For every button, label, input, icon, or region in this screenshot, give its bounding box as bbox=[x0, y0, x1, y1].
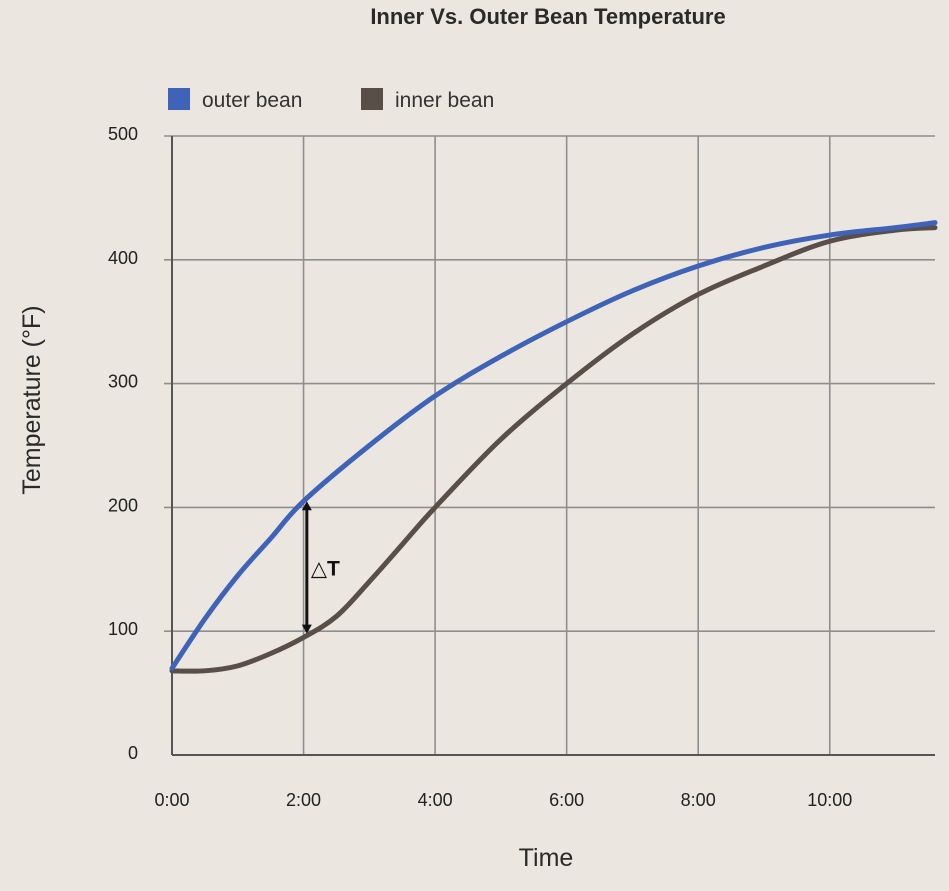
axes: 0 100 200 300 400 500 0:00 2:00 4:00 6:00 8:00 10:0… bbox=[108, 124, 935, 810]
y-tick-label: 0 bbox=[128, 743, 138, 763]
x-tick-label: 8:00 bbox=[681, 790, 716, 810]
outer-bean-legend-label: outer bean bbox=[202, 89, 302, 112]
legend: outer bean inner bean bbox=[168, 88, 494, 112]
outer-bean-line bbox=[169, 220, 938, 671]
delta-t-label: △T bbox=[311, 557, 340, 580]
delta-t-arrow-head-bottom bbox=[301, 624, 312, 634]
grid bbox=[164, 135, 935, 755]
y-tick-label: 400 bbox=[108, 248, 138, 268]
x-axis-title: Time bbox=[519, 844, 574, 872]
inner-bean-legend-label: inner bean bbox=[395, 89, 494, 112]
inner-bean-line bbox=[169, 225, 938, 674]
delta-t-arrow-head-top bbox=[301, 501, 312, 511]
outer-bean-legend-swatch bbox=[168, 88, 190, 110]
y-tick-label: 300 bbox=[108, 372, 138, 392]
y-axis-title: Temperature (°F) bbox=[18, 305, 46, 494]
x-tick-label: 2:00 bbox=[286, 790, 321, 810]
x-tick-label: 4:00 bbox=[418, 790, 453, 810]
x-tick-label: 10:00 bbox=[807, 790, 852, 810]
y-tick-label: 500 bbox=[108, 124, 138, 144]
x-tick-label: 6:00 bbox=[549, 790, 584, 810]
x-tick-label: 0:00 bbox=[154, 790, 189, 810]
chart-title: Inner Vs. Outer Bean Temperature bbox=[370, 4, 725, 29]
series-group bbox=[169, 220, 938, 674]
inner-bean-legend-swatch bbox=[361, 88, 383, 110]
y-tick-label: 100 bbox=[108, 619, 138, 639]
annotation-group: △T bbox=[301, 501, 340, 634]
y-tick-label: 200 bbox=[108, 495, 138, 515]
